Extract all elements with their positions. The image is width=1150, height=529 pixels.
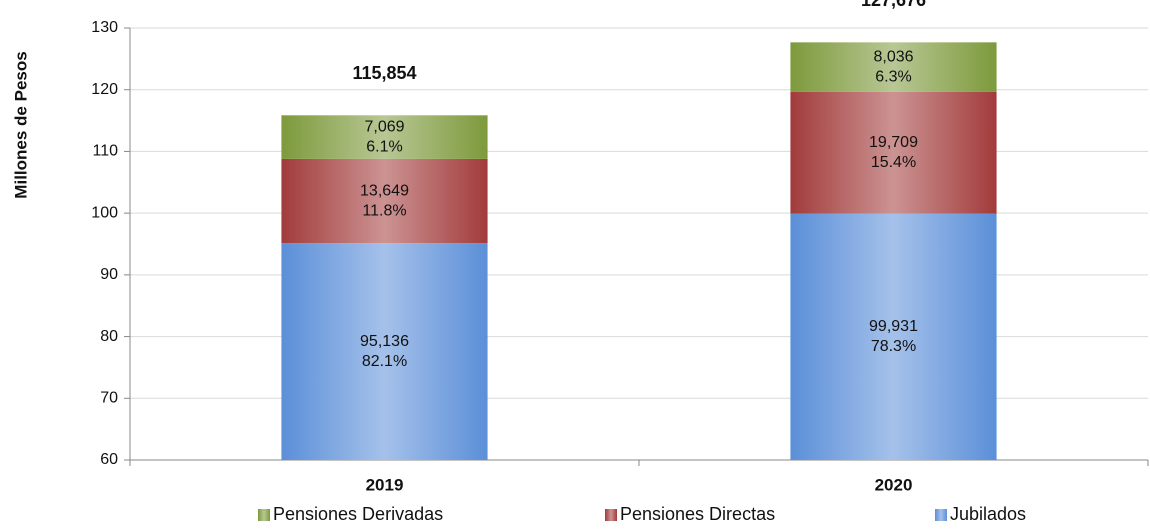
legend-label: Pensiones Derivadas — [273, 504, 443, 524]
bar-segment — [790, 91, 997, 214]
y-tick-label: 70 — [100, 390, 118, 407]
x-tick-label: 2020 — [875, 475, 913, 494]
percent-label: 6.1% — [366, 138, 402, 155]
y-tick-label: 90 — [100, 266, 118, 283]
percent-label: 11.8% — [362, 202, 406, 219]
y-tick-label: 130 — [91, 19, 118, 36]
y-axis-label: Millones de Pesos — [11, 51, 30, 198]
value-label: 13,649 — [360, 182, 409, 199]
legend-swatch — [605, 509, 617, 521]
y-tick-label: 100 — [91, 204, 118, 221]
y-tick-label: 110 — [92, 143, 118, 160]
legend-label: Pensiones Directas — [620, 504, 775, 524]
legend-swatch — [258, 509, 270, 521]
total-label: 115,854 — [352, 63, 416, 83]
y-tick-label: 60 — [100, 451, 118, 468]
bar-segment — [790, 213, 997, 460]
bar-segment — [281, 158, 488, 244]
legend-swatch — [935, 509, 947, 521]
bar-segment — [281, 243, 488, 460]
total-label: 127,676 — [861, 0, 926, 10]
legend-label: Jubilados — [950, 504, 1026, 524]
value-label: 19,709 — [869, 134, 918, 151]
y-tick-label: 80 — [100, 328, 118, 345]
percent-label: 15.4% — [871, 154, 916, 171]
bar-segment — [790, 42, 997, 92]
value-label: 7,069 — [364, 118, 404, 135]
percent-label: 78.3% — [871, 338, 916, 355]
value-label: 99,931 — [869, 318, 918, 335]
value-label: 95,136 — [360, 333, 409, 350]
x-tick-label: 2019 — [366, 475, 404, 494]
y-tick-label: 120 — [91, 81, 118, 98]
bar-segment — [281, 115, 488, 159]
percent-label: 6.3% — [875, 68, 911, 85]
percent-label: 82.1% — [362, 353, 407, 370]
value-label: 8,036 — [873, 48, 913, 65]
